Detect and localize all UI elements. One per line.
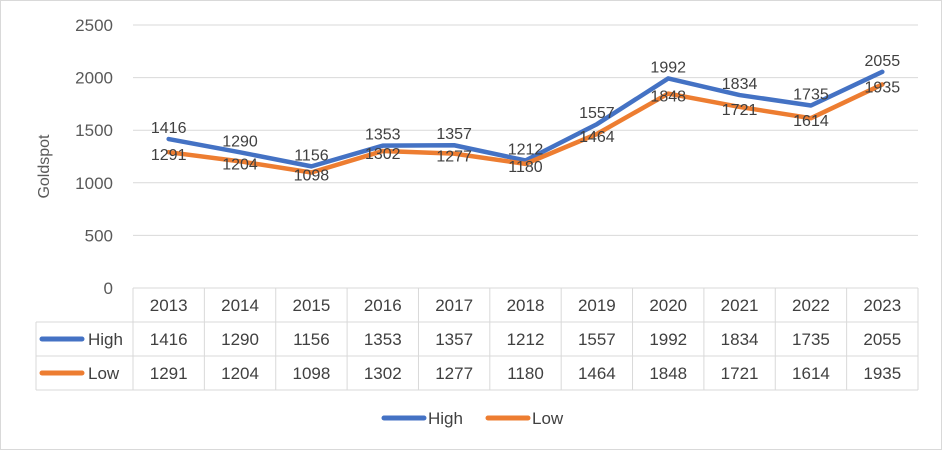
table-cell-value: 1614 [792,364,830,383]
x-tick-label: 2020 [649,296,687,315]
data-label: 1416 [151,120,187,137]
x-tick-label: 2022 [792,296,830,315]
table-cell-value: 1212 [507,330,545,349]
x-tick-label: 2017 [435,296,473,315]
table-cell-value: 1464 [578,364,616,383]
data-label: 1464 [579,129,615,146]
data-label: 1290 [222,133,258,150]
data-label: 1180 [508,159,543,176]
data-label: 2055 [865,53,901,70]
table-cell-value: 1290 [221,330,259,349]
y-tick-label: 2500 [75,16,113,35]
y-tick-label: 2000 [75,69,113,88]
x-tick-label: 2023 [863,296,901,315]
data-label: 1212 [508,141,544,158]
data-label: 1992 [650,59,686,76]
data-label: 1277 [436,149,472,166]
table-cell-value: 1180 [507,364,544,383]
table-cell-value: 1848 [649,364,687,383]
table-cell-value: 1416 [150,330,188,349]
data-label: 1302 [365,146,401,163]
data-label: 1614 [793,113,829,130]
table-series-name: Low [88,364,120,383]
y-tick-label: 1500 [75,121,113,140]
table-cell-value: 1557 [578,330,616,349]
table-cell-value: 1204 [221,364,259,383]
table-cell-value: 1302 [364,364,402,383]
data-label: 1098 [294,167,330,184]
table-cell-value: 1935 [863,364,901,383]
legend-label: High [428,409,463,428]
y-axis-title: Goldspot [36,134,53,199]
data-label: 1735 [793,86,829,103]
table-cell-value: 1834 [721,330,759,349]
series-line-low [166,82,885,175]
table-cell-value: 1156 [293,330,330,349]
x-tick-label: 2014 [221,296,259,315]
x-tick-label: 2016 [364,296,402,315]
data-label: 1834 [722,76,758,93]
y-tick-label: 1000 [75,174,113,193]
data-label: 1291 [151,147,187,164]
y-tick-label: 0 [104,279,113,298]
series-line-high [166,69,885,169]
table-cell-value: 1353 [364,330,402,349]
legend-label: Low [532,409,564,428]
table-series-name: High [88,330,123,349]
table-cell-value: 1357 [435,330,473,349]
data-label: 1357 [436,126,472,143]
x-tick-label: 2021 [721,296,759,315]
table-cell-value: 1098 [292,364,330,383]
table-cell-value: 1992 [649,330,687,349]
data-label: 1848 [650,89,686,106]
table-cell-value: 2055 [863,330,901,349]
x-tick-label: 2019 [578,296,616,315]
data-label: 1935 [865,79,901,96]
table-cell-value: 1735 [792,330,830,349]
data-label: 1353 [365,127,401,144]
table-cell-value: 1291 [150,364,188,383]
x-tick-label: 2015 [292,296,330,315]
table-cell-value: 1721 [721,364,759,383]
data-label: 1156 [294,147,329,164]
x-tick-label: 2018 [507,296,545,315]
y-tick-label: 500 [85,226,113,245]
data-label: 1204 [222,156,258,173]
x-tick-label: 2013 [150,296,188,315]
data-label: 1557 [579,105,615,122]
table-cell-value: 1277 [435,364,473,383]
data-label: 1721 [722,102,758,119]
